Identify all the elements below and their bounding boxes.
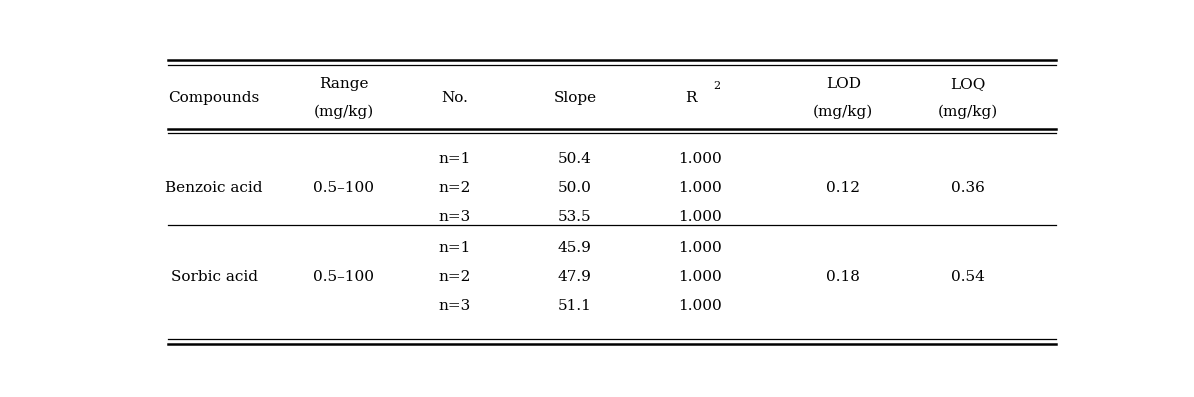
Text: Benzoic acid: Benzoic acid — [165, 181, 263, 195]
Text: 2: 2 — [713, 81, 720, 91]
Text: 47.9: 47.9 — [558, 270, 592, 284]
Text: 1.000: 1.000 — [678, 210, 721, 224]
Text: 1.000: 1.000 — [678, 270, 721, 284]
Text: 1.000: 1.000 — [678, 241, 721, 255]
Text: 53.5: 53.5 — [558, 210, 592, 224]
Text: 0.12: 0.12 — [826, 181, 860, 195]
Text: 0.36: 0.36 — [952, 181, 985, 195]
Text: 1.000: 1.000 — [678, 152, 721, 166]
Text: 0.18: 0.18 — [826, 270, 860, 284]
Text: n=2: n=2 — [438, 181, 470, 195]
Text: Compounds: Compounds — [168, 91, 259, 105]
Text: 0.5–100: 0.5–100 — [313, 181, 374, 195]
Text: n=2: n=2 — [438, 270, 470, 284]
Text: (mg/kg): (mg/kg) — [938, 105, 998, 119]
Text: Slope: Slope — [553, 91, 597, 105]
Text: n=3: n=3 — [438, 299, 470, 313]
Text: Sorbic acid: Sorbic acid — [171, 270, 258, 284]
Text: (mg/kg): (mg/kg) — [314, 105, 374, 119]
Text: 1.000: 1.000 — [678, 181, 721, 195]
Text: 45.9: 45.9 — [558, 241, 592, 255]
Text: n=3: n=3 — [438, 210, 470, 224]
Text: 0.54: 0.54 — [952, 270, 985, 284]
Text: 51.1: 51.1 — [558, 299, 592, 313]
Text: R: R — [685, 91, 696, 105]
Text: n=1: n=1 — [438, 241, 470, 255]
Text: n=1: n=1 — [438, 152, 470, 166]
Text: 0.5–100: 0.5–100 — [313, 270, 374, 284]
Text: Range: Range — [319, 77, 368, 91]
Text: (mg/kg): (mg/kg) — [813, 105, 873, 119]
Text: No.: No. — [441, 91, 468, 105]
Text: 50.4: 50.4 — [558, 152, 592, 166]
Text: 1.000: 1.000 — [678, 299, 721, 313]
Text: LOQ: LOQ — [950, 77, 986, 91]
Text: LOD: LOD — [826, 77, 861, 91]
Text: 50.0: 50.0 — [558, 181, 592, 195]
